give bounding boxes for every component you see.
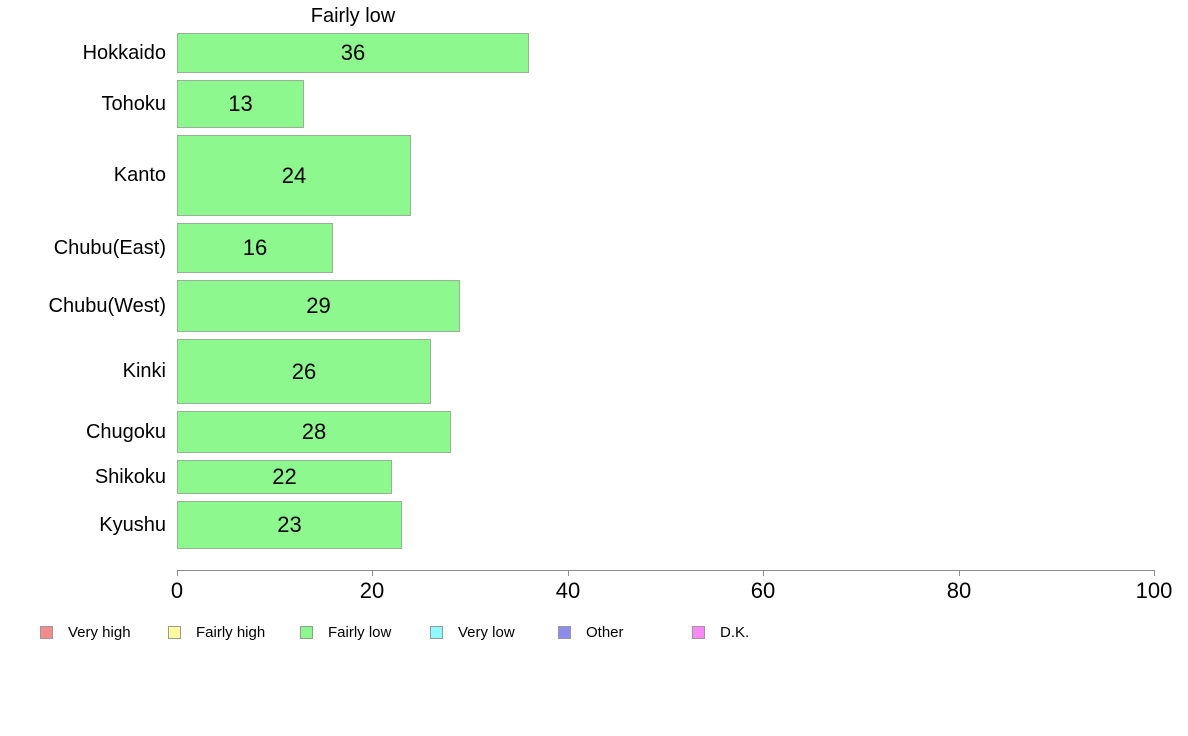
bar-chubu-west: 29	[177, 280, 460, 332]
legend-label: Fairly high	[196, 624, 266, 641]
bar-value-label: 28	[301, 419, 327, 444]
x-axis-tick	[763, 570, 764, 576]
category-label-kyushu: Kyushu	[99, 513, 166, 536]
category-label-hokkaido: Hokkaido	[82, 41, 166, 64]
category-label-chubu-east: Chubu(East)	[53, 236, 166, 259]
category-label-chubu-west: Chubu(West)	[48, 294, 166, 317]
category-label-kinki: Kinki	[122, 360, 166, 382]
x-axis-tick	[372, 570, 373, 576]
bar-value-label: 26	[291, 358, 317, 384]
x-axis-tick-label: 40	[555, 578, 581, 603]
x-axis-tick-label: 100	[1135, 578, 1173, 603]
bar-shikoku: 22	[177, 460, 392, 494]
x-axis-line	[177, 570, 1154, 571]
x-axis-tick	[1154, 570, 1155, 576]
category-label-shikoku: Shikoku	[94, 465, 166, 488]
bar-value-label: 24	[281, 162, 307, 188]
bar-kinki: 26	[177, 339, 431, 404]
bar-tohoku: 13	[177, 80, 304, 128]
legend-swatch	[300, 626, 313, 639]
bar-chubu-east: 16	[177, 223, 333, 273]
bar-value-label: 36	[340, 40, 366, 65]
legend-swatch	[692, 626, 705, 639]
bar-chugoku: 28	[177, 411, 451, 453]
category-label-chugoku: Chugoku	[85, 420, 166, 443]
bar-kyushu: 23	[177, 501, 402, 549]
legend-label: D.K.	[720, 624, 750, 641]
bar-value-label: 16	[242, 235, 268, 260]
legend-label: Very low	[458, 624, 515, 641]
x-axis-tick	[568, 570, 569, 576]
x-axis-tick	[959, 570, 960, 576]
legend-label: Fairly low	[328, 624, 392, 641]
bar-value-label: 22	[272, 464, 297, 489]
chart-title: Fairly low	[310, 5, 396, 27]
bar-kanto: 24	[177, 135, 411, 216]
x-axis-tick-label: 20	[359, 578, 385, 603]
x-axis-tick	[177, 570, 178, 576]
legend-swatch	[40, 626, 53, 639]
category-label-kanto: Kanto	[113, 164, 166, 186]
x-axis-tick-label: 80	[946, 578, 972, 603]
bar-value-label: 29	[306, 293, 331, 318]
bar-hokkaido: 36	[177, 33, 529, 73]
bar-value-label: 23	[277, 512, 302, 537]
legend-swatch	[558, 626, 571, 639]
bar-value-label: 13	[228, 91, 253, 116]
x-axis-tick-label: 0	[170, 578, 184, 603]
legend-swatch	[430, 626, 443, 639]
legend-swatch	[168, 626, 181, 639]
legend-label: Very high	[68, 624, 131, 641]
legend-label: Other	[586, 624, 624, 641]
category-label-tohoku: Tohoku	[101, 92, 167, 115]
x-axis-tick-label: 60	[750, 578, 776, 603]
